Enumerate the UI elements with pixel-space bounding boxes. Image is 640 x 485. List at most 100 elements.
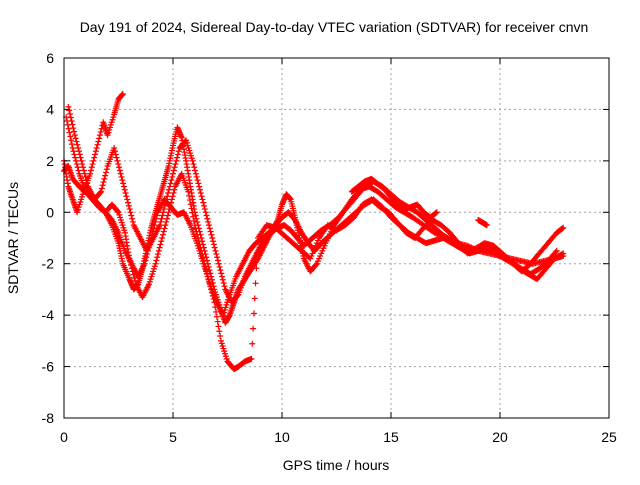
data-point-interp [216, 263, 223, 270]
data-point-interp [175, 148, 182, 155]
data-point-interp [97, 128, 104, 135]
data-point-interp [88, 164, 95, 171]
data-point-interp [186, 197, 193, 204]
data-point-interp [89, 161, 96, 168]
data-point-interp [205, 218, 212, 225]
data-point-interp [66, 110, 73, 117]
data-point [170, 170, 176, 177]
data-point-interp [162, 222, 169, 229]
data-point-interp [95, 138, 102, 145]
data-point-interp [164, 212, 171, 219]
data-point-interp [99, 182, 106, 189]
data-point-interp [80, 164, 87, 171]
data-point-interp [111, 148, 118, 155]
series-track-5 [82, 183, 560, 319]
data-point-interp [165, 190, 172, 196]
data-point-interp [166, 183, 173, 190]
y-tick-label: 2 [46, 153, 54, 169]
data-point-interp [79, 161, 86, 168]
data-point-interp [100, 179, 107, 186]
x-tick-label: 10 [274, 429, 290, 445]
data-point-interp [164, 193, 171, 200]
data-layer [61, 91, 567, 373]
data-point-interp [72, 154, 79, 161]
data-point-interp [72, 157, 79, 164]
x-tick-label: 5 [169, 429, 177, 445]
data-point-interp [123, 193, 130, 200]
data-point-interp [119, 177, 126, 184]
data-point-interp [249, 340, 256, 347]
data-point-interp [206, 225, 213, 232]
x-axis-label: GPS time / hours [283, 457, 390, 473]
data-point [215, 260, 222, 267]
data-point-interp [187, 201, 194, 208]
y-tick-label: -4 [42, 307, 55, 323]
data-point-interp [251, 295, 258, 302]
data-point [248, 355, 255, 362]
y-tick-label: -6 [42, 359, 55, 375]
data-point-interp [214, 257, 221, 264]
data-point [156, 222, 163, 229]
data-point-interp [164, 215, 171, 222]
data-point-interp [219, 276, 226, 283]
data-point-interp [69, 121, 76, 128]
data-point-interp [171, 164, 178, 171]
data-point [483, 222, 490, 229]
data-point-interp [250, 310, 257, 317]
data-point [209, 235, 216, 241]
data-point-interp [188, 205, 195, 212]
data-point-interp [68, 137, 75, 144]
data-point-interp [156, 244, 163, 251]
data-point-interp [201, 202, 208, 209]
data-point-interp [172, 161, 179, 168]
y-axis-label: SDTVAR / TECUs [5, 182, 21, 294]
data-point-interp [221, 283, 228, 290]
series-track-6 [348, 175, 490, 229]
data-point-interp [193, 173, 200, 180]
data-point-interp [97, 189, 104, 196]
data-point-interp [234, 292, 241, 299]
data-point-interp [189, 209, 196, 216]
data-point-interp [157, 218, 164, 225]
data-point-interp [171, 186, 178, 193]
data-point [117, 170, 124, 177]
data-point-interp [81, 170, 88, 177]
data-point-interp [217, 267, 224, 274]
data-point-interp [90, 157, 97, 164]
data-point-interp [213, 308, 220, 315]
data-point-interp [190, 217, 197, 224]
data-point-interp [91, 154, 98, 161]
data-point-interp [143, 254, 150, 261]
data-point [98, 188, 105, 195]
data-point-interp [82, 173, 89, 180]
data-point-interp [253, 265, 260, 272]
data-point-interp [122, 190, 129, 196]
data-point-interp [73, 138, 80, 145]
data-point-interp [146, 241, 153, 248]
data-point-interp [213, 251, 220, 258]
data-point-interp [98, 185, 105, 192]
y-tick-label: -8 [42, 410, 55, 426]
data-point-interp [211, 244, 218, 251]
data-point-interp [194, 218, 201, 225]
data-point [148, 235, 155, 241]
data-point [119, 91, 126, 97]
data-point-interp [118, 173, 125, 180]
data-point-interp [190, 213, 197, 220]
data-point-interp [68, 118, 75, 124]
data-point-interp [159, 212, 166, 219]
data-point-interp [144, 247, 151, 254]
data-point [69, 145, 76, 151]
data-point-interp [151, 222, 158, 229]
data-point-interp [96, 135, 103, 142]
plot-frame [63, 57, 610, 419]
data-point-interp [142, 257, 149, 264]
data-point-interp [155, 247, 162, 254]
data-point-interp [192, 170, 199, 177]
data-point-interp [200, 199, 207, 206]
data-point [71, 132, 78, 139]
data-point-interp [169, 193, 176, 200]
data-point-interp [114, 208, 121, 215]
data-point-interp [120, 180, 127, 187]
